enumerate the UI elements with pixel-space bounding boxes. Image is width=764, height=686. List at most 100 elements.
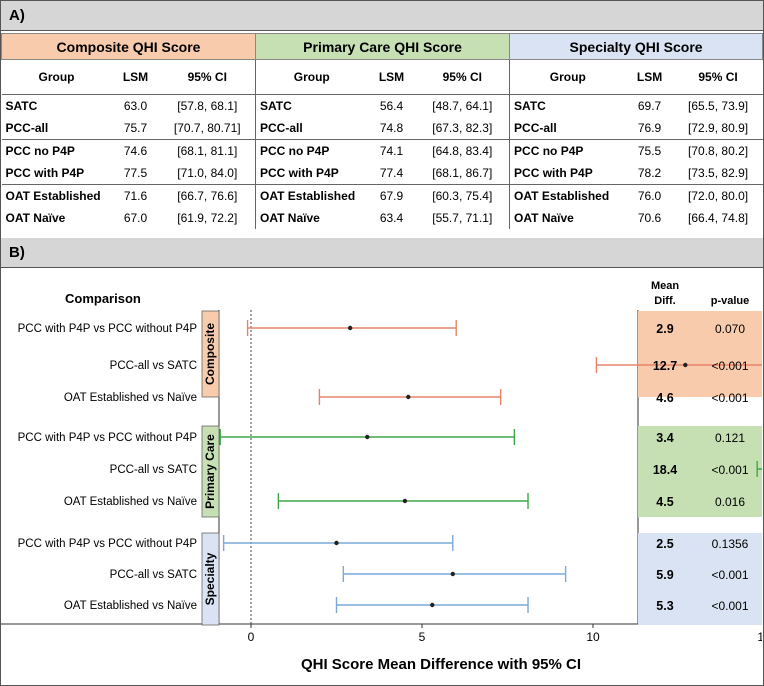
group-col-header: Group [509, 59, 626, 95]
lsm-cell: 74.1 [367, 139, 416, 162]
x-tick-label: 15 [757, 630, 762, 644]
group-table-band [638, 426, 762, 517]
mean-diff-header-line1: Mean [651, 280, 679, 292]
mean-diff-value: 4.5 [656, 495, 673, 509]
group-strip [201, 532, 220, 626]
lsm-cell: 74.8 [379, 121, 404, 135]
primary-care-score-header: Primary Care QHI Score [255, 33, 511, 60]
mean-point [683, 362, 688, 368]
lsm-cell: 56.4 [367, 94, 416, 117]
lsm-cell: 70.6 [637, 211, 662, 225]
group-cell: OAT Established [1, 184, 112, 207]
group-cell: PCC no P4P [1, 139, 112, 162]
score-header-row: Composite QHI Score Primary Care QHI Sco… [0, 33, 764, 60]
lsm-cell: 71.6 [111, 184, 160, 207]
mean-point [450, 571, 455, 577]
table-row: PCC no P4P 74.6 [68.1, 81.1] PCC no P4P 74.1… [1, 139, 763, 162]
mean-diff-value: 3.4 [656, 431, 673, 445]
group-cell: OAT Naïve [509, 207, 626, 229]
lsm-cell: 63.4 [379, 211, 404, 225]
table-row: PCC with P4P 77.5 [71.0, 84.0] PCC with P4P… [2, 162, 763, 185]
lsm-cell: 69.7 [625, 94, 674, 117]
p-value: 0.070 [715, 322, 745, 336]
comparison-header: Comparison [65, 291, 141, 306]
p-value: 0.016 [715, 495, 745, 509]
p-value: <0.001 [711, 391, 748, 405]
group-cell: PCC-all [255, 117, 368, 140]
x-tick-label: 10 [586, 630, 600, 644]
mean-diff-value: 4.6 [656, 391, 673, 405]
comparison-label: PCC-all vs SATC [110, 360, 197, 372]
p-value: <0.001 [711, 463, 748, 477]
ci-col-header: 95% CI [415, 59, 510, 95]
lsm-table: Composite QHI Score Primary Care QHI Sco… [0, 33, 764, 229]
p-value: 0.1356 [712, 537, 749, 551]
lsm-col-header: LSM [367, 59, 416, 95]
panel-a-label: A) [9, 7, 25, 24]
x-tick-label: 5 [419, 630, 426, 644]
panel-a-header: A) [1, 1, 763, 31]
group-cell: PCC with P4P [509, 162, 626, 185]
mean-point [347, 325, 353, 331]
group-table-band [638, 311, 762, 397]
lsm-cell: 76.9 [637, 121, 662, 135]
group-cell: PCC-all [509, 117, 626, 140]
x-axis-label: QHI Score Mean Difference with 95% CI [301, 656, 581, 673]
table-row: OAT Naïve 67.0 [61.9, 72.2] OAT Naïve 63.4 [5… [2, 207, 763, 229]
ci-cell: [66.7, 76.6] [159, 184, 256, 207]
group-strip [201, 310, 220, 398]
forest-plot: Comparison Mean Diff. p-value Composite PCC w… [1, 280, 762, 673]
group-cell: PCC no P4P [509, 139, 626, 162]
p-value: <0.001 [711, 359, 748, 373]
comparison-label: OAT Established vs Naïve [64, 392, 197, 404]
table-row: PCC-all 75.7 [70.7, 80.71] PCC-all 74.8 [67.3… [2, 117, 763, 140]
lsm-cell: 67.9 [367, 184, 416, 207]
ci-col-header: 95% CI [673, 59, 763, 95]
lsm-cell: 67.0 [123, 211, 148, 225]
lsm-cell: 76.0 [625, 184, 674, 207]
column-header-row: Group LSM 95% CI Group LSM 95% CI Group … [1, 59, 763, 95]
ci-col-header: 95% CI [159, 59, 256, 95]
p-value: 0.121 [715, 431, 745, 445]
comparison-label: PCC-all vs SATC [110, 569, 197, 581]
group-cell: SATC [255, 94, 368, 117]
ci-cell: [64.8, 83.4] [415, 139, 510, 162]
ci-cell: [70.8, 80.2] [673, 139, 763, 162]
group-cell: PCC-all [5, 121, 49, 135]
table-body: SATC 63.0 [57.8, 68.1] SATC 56.4 [48.7, 64.1]… [1, 94, 763, 229]
p-value: <0.001 [711, 568, 748, 582]
group-strip-label: Primary Care [203, 434, 217, 509]
ci-cell: [61.9, 72.2] [177, 211, 238, 225]
comparison-label: PCC with P4P vs PCC without P4P [18, 538, 198, 550]
ci-cell: [57.8, 68.1] [159, 94, 256, 117]
group-strip [201, 425, 220, 518]
ci-cell: [72.0, 80.0] [673, 184, 763, 207]
x-tick-label: 0 [248, 630, 255, 644]
comparison-label: PCC-all vs SATC [110, 464, 197, 476]
mean-diff-value: 18.4 [653, 463, 677, 477]
group-col-header: Group [255, 59, 368, 95]
ci-cell: [68.1, 81.1] [159, 139, 256, 162]
lsm-cell: 77.5 [123, 166, 148, 180]
comparison-label: PCC with P4P vs PCC without P4P [18, 432, 198, 444]
mean-diff-value: 5.3 [656, 599, 673, 613]
mean-point [430, 602, 435, 608]
ci-cell: [73.5, 82.9] [688, 166, 749, 180]
lsm-cell: 75.5 [625, 139, 674, 162]
ci-cell: [71.0, 84.0] [177, 166, 238, 180]
ci-cell: [55.7, 71.1] [432, 211, 493, 225]
ci-cell: [68.1, 86.7] [432, 166, 493, 180]
mean-diff-header-line2: Diff. [654, 295, 675, 307]
group-cell: PCC no P4P [255, 139, 368, 162]
mean-point [334, 540, 339, 546]
ci-cell: [65.5, 73.9] [673, 94, 763, 117]
p-value: <0.001 [711, 599, 748, 613]
group-table-band [638, 533, 762, 625]
comparison-label: OAT Established vs Naïve [64, 600, 197, 612]
mean-point [365, 434, 370, 440]
lsm-cell: 63.0 [111, 94, 160, 117]
group-cell: OAT Established [255, 184, 368, 207]
group-cell: SATC [509, 94, 626, 117]
ci-cell: [70.7, 80.71] [173, 121, 241, 135]
group-cell: OAT Established [509, 184, 626, 207]
